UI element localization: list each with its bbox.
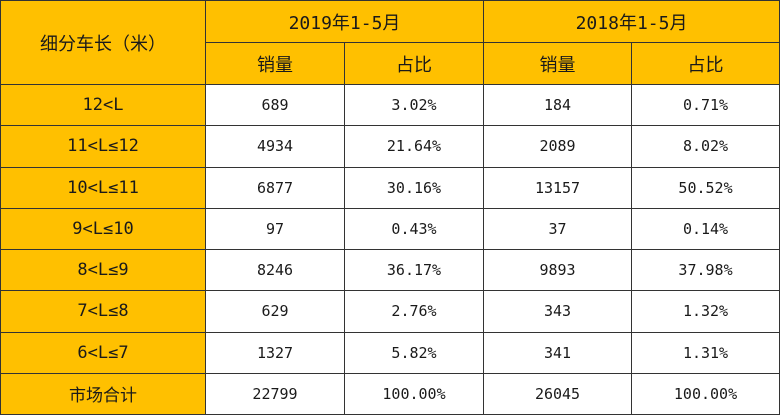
table-cell: 37 xyxy=(483,207,633,251)
table-row: 9<L≤10 97 0.43% 37 0.14% xyxy=(0,207,780,251)
table-cell: 9893 xyxy=(483,248,633,292)
table-cell: 3.02% xyxy=(343,83,485,127)
table-cell: 97 xyxy=(205,207,345,251)
table-row: 8<L≤9 8246 36.17% 9893 37.98% xyxy=(0,248,780,292)
table-cell: 0.71% xyxy=(631,83,780,127)
table-row-total: 市场合计 22799 100.00% 26045 100.00% xyxy=(0,372,780,416)
header-row-periods: 细分车长（米） 2019年1-5月 2018年1-5月 xyxy=(0,0,780,85)
sub-header-sales-2019: 销量 xyxy=(205,42,345,85)
period-header-2018: 2018年1-5月 xyxy=(483,0,780,43)
sub-header-share-2018: 占比 xyxy=(631,42,780,85)
table-cell: 26045 xyxy=(483,372,633,416)
table-cell: 1327 xyxy=(205,331,345,374)
table-row: 12<L 689 3.02% 184 0.71% xyxy=(0,83,780,127)
table-row: 7<L≤8 629 2.76% 343 1.32% xyxy=(0,290,780,333)
table-cell: 2.76% xyxy=(343,290,485,333)
row-label: 9<L≤10 xyxy=(0,207,206,251)
sub-header-share-2019: 占比 xyxy=(343,42,485,85)
table-cell: 8246 xyxy=(205,248,345,292)
table-cell: 30.16% xyxy=(343,166,485,209)
table-cell: 50.52% xyxy=(631,166,780,209)
table-cell: 8.02% xyxy=(631,125,780,168)
header-row-metrics: 销量 占比 销量 占比 xyxy=(1,42,780,85)
table-row: 6<L≤7 1327 5.82% 341 1.31% xyxy=(0,331,780,374)
table-cell: 629 xyxy=(205,290,345,333)
table-cell: 5.82% xyxy=(343,331,485,374)
row-label: 6<L≤7 xyxy=(0,331,206,374)
row-label: 8<L≤9 xyxy=(0,248,206,292)
table-cell: 0.14% xyxy=(631,207,780,251)
corner-header: 细分车长（米） xyxy=(0,0,206,85)
table-cell: 689 xyxy=(205,83,345,127)
sub-header-sales-2018: 销量 xyxy=(483,42,633,85)
table-cell: 21.64% xyxy=(343,125,485,168)
row-label-total: 市场合计 xyxy=(0,372,206,416)
table-row: 10<L≤11 6877 30.16% 13157 50.52% xyxy=(0,166,780,209)
table-cell: 100.00% xyxy=(343,372,485,416)
table-cell: 343 xyxy=(483,290,633,333)
table-cell: 36.17% xyxy=(343,248,485,292)
table-cell: 13157 xyxy=(483,166,633,209)
row-label: 12<L xyxy=(0,83,206,127)
row-label: 11<L≤12 xyxy=(0,125,206,168)
table-cell: 22799 xyxy=(205,372,345,416)
table-row: 11<L≤12 4934 21.64% 2089 8.02% xyxy=(0,125,780,168)
row-label: 7<L≤8 xyxy=(0,290,206,333)
table-cell: 0.43% xyxy=(343,207,485,251)
table-cell: 6877 xyxy=(205,166,345,209)
table-cell: 100.00% xyxy=(631,372,780,416)
table-cell: 184 xyxy=(483,83,633,127)
table-cell: 4934 xyxy=(205,125,345,168)
table-cell: 37.98% xyxy=(631,248,780,292)
table-cell: 341 xyxy=(483,331,633,374)
period-header-2019: 2019年1-5月 xyxy=(204,0,485,43)
table-cell: 1.31% xyxy=(631,331,780,374)
table-cell: 1.32% xyxy=(631,290,780,333)
table-cell: 2089 xyxy=(483,125,633,168)
row-label: 10<L≤11 xyxy=(0,166,206,209)
